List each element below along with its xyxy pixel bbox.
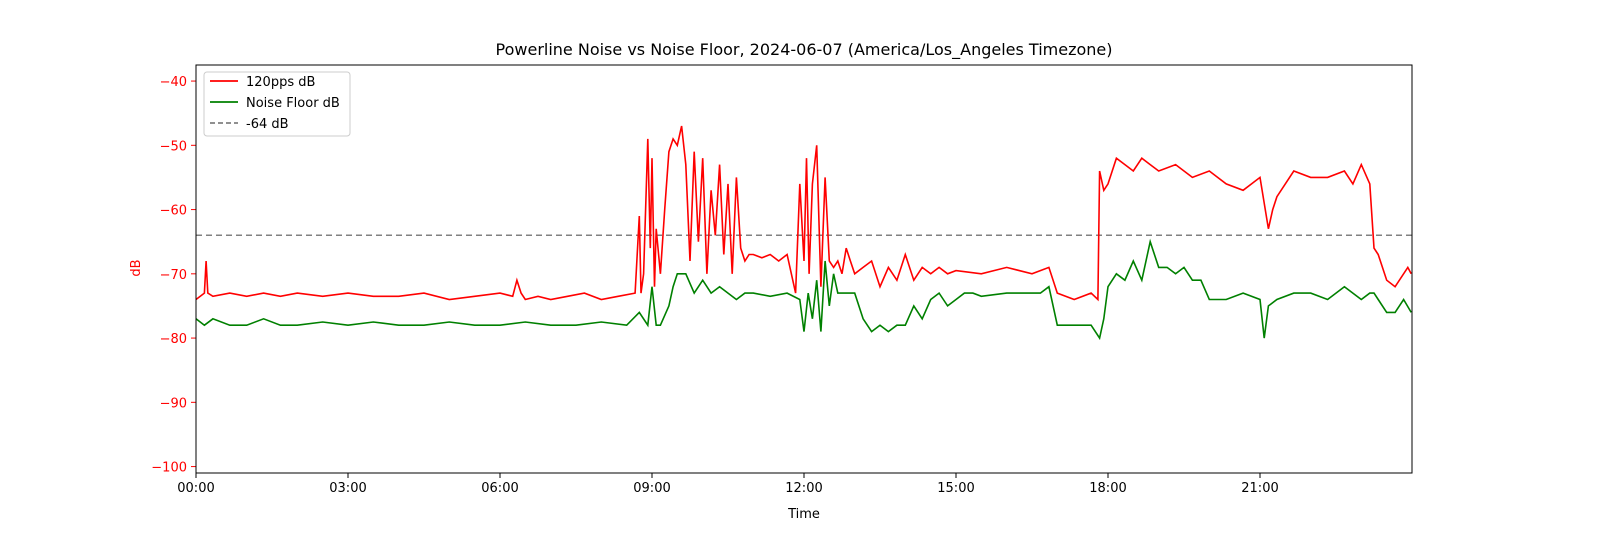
y-tick-label: −60: [160, 204, 187, 219]
legend-label-threshold: -64 dB: [246, 117, 289, 132]
y-tick-label: −40: [160, 75, 187, 90]
x-tick-label: 18:00: [1089, 481, 1126, 496]
y-tick-label: −50: [160, 139, 187, 154]
series-line-120pps: [195, 125, 1412, 302]
plot-area: [195, 125, 1412, 341]
legend: 120pps dB Noise Floor dB -64 dB: [203, 71, 351, 137]
plot-frame: [195, 64, 1413, 474]
x-tick-label: 09:00: [633, 481, 670, 496]
y-axis-ticks: −40 −50 −60 −70 −80 −90 −100: [151, 75, 196, 476]
x-axis-label: Time: [787, 507, 820, 522]
y-tick-label: −90: [160, 396, 187, 411]
x-tick-label: 12:00: [785, 481, 822, 496]
x-tick-label: 21:00: [1241, 481, 1278, 496]
legend-label-noise-floor: Noise Floor dB: [246, 96, 340, 111]
x-tick-label: 06:00: [481, 481, 518, 496]
x-tick-label: 00:00: [177, 481, 214, 496]
x-axis-ticks: 00:00 03:00 06:00 09:00 12:00 15:00 18:00 21:00: [177, 473, 1279, 496]
legend-label-120pps: 120pps dB: [246, 75, 315, 90]
y-tick-label: −100: [151, 461, 187, 476]
series-line-noise-floor: [195, 238, 1412, 341]
chart-title: Powerline Noise vs Noise Floor, 2024-06-…: [496, 40, 1113, 60]
legend-box: [203, 71, 351, 137]
y-axis-label: dB: [129, 259, 144, 276]
x-tick-label: 15:00: [937, 481, 974, 496]
x-tick-label: 03:00: [329, 481, 366, 496]
y-tick-label: −70: [160, 268, 187, 283]
y-tick-label: −80: [160, 332, 187, 347]
